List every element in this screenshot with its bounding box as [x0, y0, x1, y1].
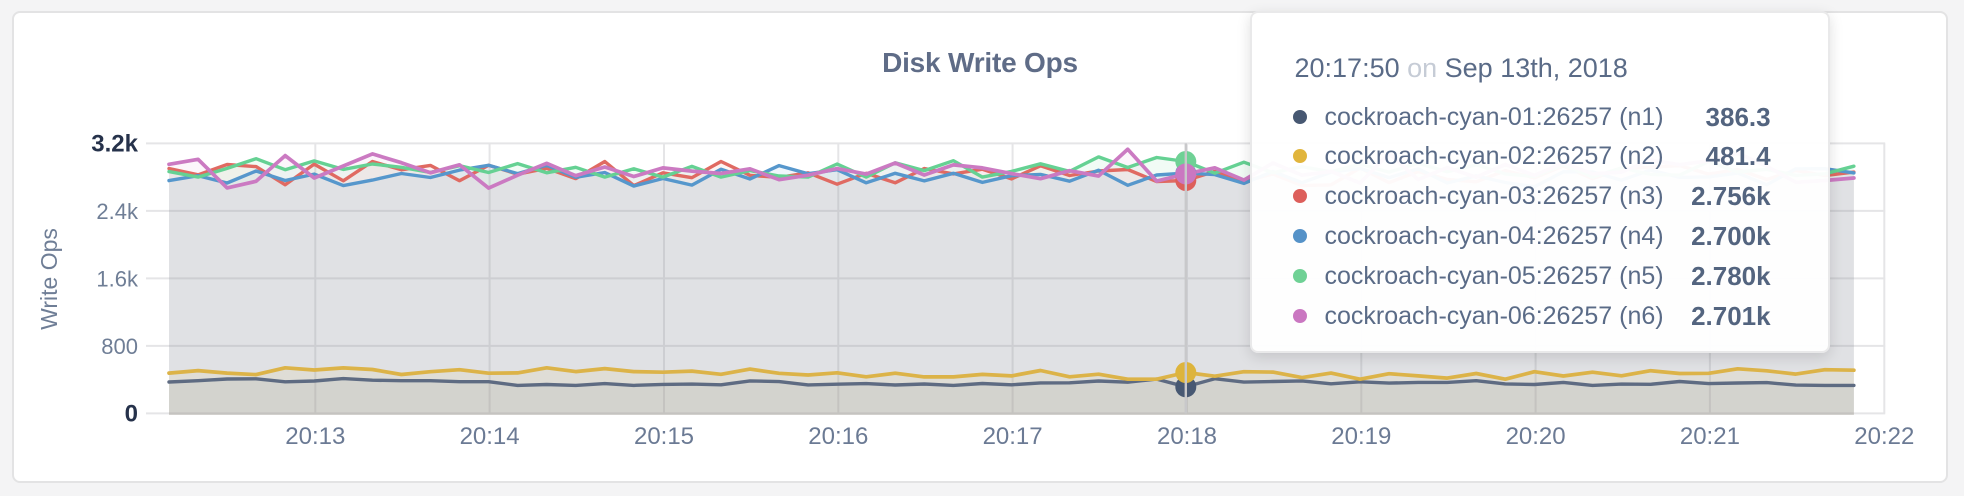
svg-text:20:13: 20:13: [285, 423, 345, 450]
svg-text:0: 0: [125, 400, 138, 427]
svg-text:Write Ops: Write Ops: [36, 228, 62, 330]
svg-text:20:19: 20:19: [1331, 423, 1391, 450]
svg-text:2.4k: 2.4k: [96, 199, 139, 224]
svg-text:20:20: 20:20: [1506, 423, 1566, 450]
svg-text:800: 800: [101, 334, 138, 359]
svg-text:20:18: 20:18: [1157, 423, 1217, 450]
svg-text:20:15: 20:15: [634, 423, 694, 450]
svg-text:20:16: 20:16: [808, 423, 868, 450]
svg-text:20:22: 20:22: [1854, 423, 1914, 450]
svg-text:20:14: 20:14: [460, 423, 520, 450]
svg-text:20:21: 20:21: [1680, 423, 1740, 450]
svg-text:3.2k: 3.2k: [91, 130, 138, 157]
svg-text:20:17: 20:17: [983, 423, 1043, 450]
svg-text:1.6k: 1.6k: [96, 266, 139, 291]
